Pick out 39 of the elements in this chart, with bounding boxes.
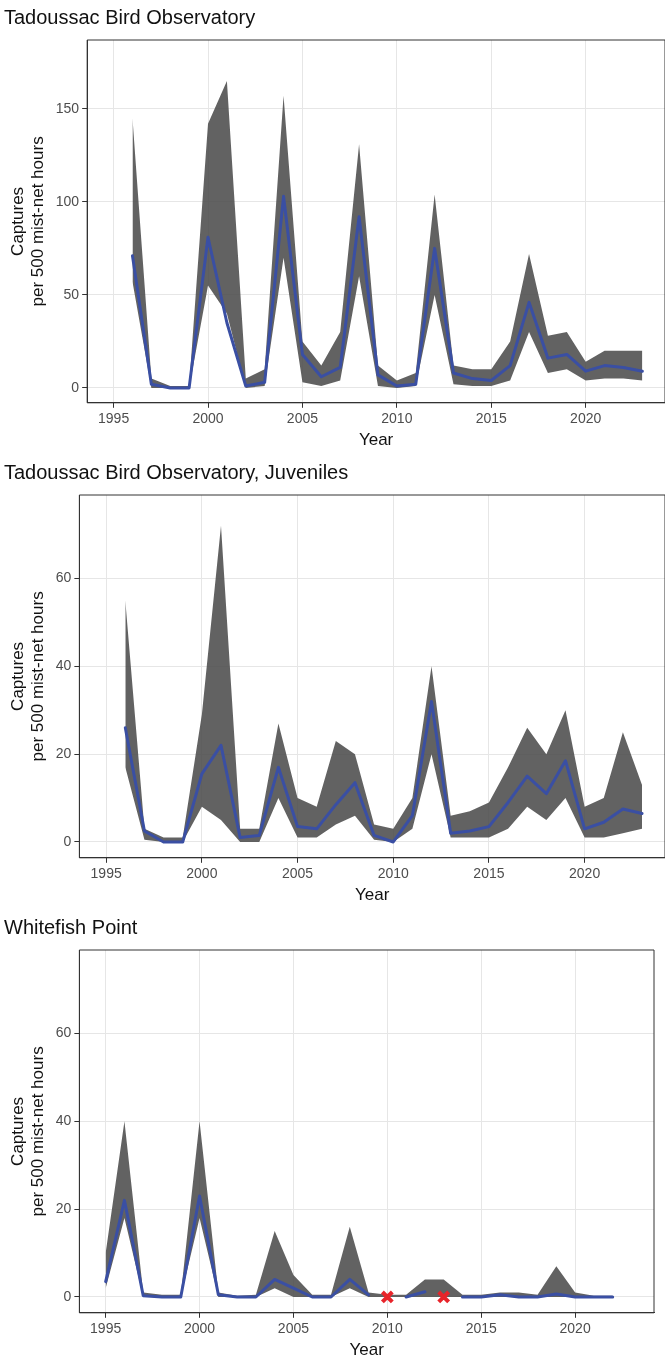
x-tick-label: 2010 [371,1320,404,1337]
chart-title: Tadoussac Bird Observatory [4,5,256,28]
x-tick-label: 2000 [183,1320,216,1337]
y-tick-label: 20 [55,745,72,761]
x-tick-label: 2020 [559,1320,591,1337]
x-tick-label: 2005 [281,865,314,882]
y-axis-title: Captures per 500 mist-net hours [7,1046,48,1217]
y-tick-label: 40 [55,1112,72,1129]
y-tick-label: 40 [55,657,72,674]
y-tick-label: 0 [63,1287,72,1304]
y-tick-label: 50 [63,285,80,302]
y-axis-title: Captures per 500 mist-net hours [7,591,48,762]
y-tick-label: 150 [55,99,80,116]
chart-title: Tadoussac Bird Observatory, Juveniles [4,460,349,483]
x-axis-title: Year [355,885,390,905]
x-tick-label: 2020 [570,410,602,427]
y-tick-label: 60 [55,1024,72,1041]
chart-title: Whitefish Point [4,915,138,938]
x-tick-label: 2010 [377,865,410,882]
x-tick-label: 2020 [569,865,601,882]
x-tick-label: 2015 [465,1320,498,1337]
x-tick-label: 1995 [90,1320,122,1337]
y-tick-label: 20 [55,1200,72,1216]
y-tick-label: 60 [55,569,72,586]
y-tick-label: 100 [55,192,80,209]
y-tick-label: 0 [63,832,72,849]
x-tick-label: 2000 [186,865,218,882]
y-axis-title: Captures per 500 mist-net hours [7,136,48,307]
x-tick-label: 2015 [475,410,508,427]
x-tick-label: 1995 [90,865,122,882]
x-tick-label: 2005 [277,1320,310,1337]
x-tick-label: 2000 [192,410,224,427]
x-tick-label: 1995 [98,410,130,427]
x-axis-title: Year [349,1340,385,1360]
y-tick-label: 0 [71,378,80,395]
x-tick-label: 2015 [473,865,505,882]
x-axis-title: Year [358,430,394,450]
x-tick-label: 2005 [286,410,319,427]
x-tick-label: 2010 [381,410,413,427]
